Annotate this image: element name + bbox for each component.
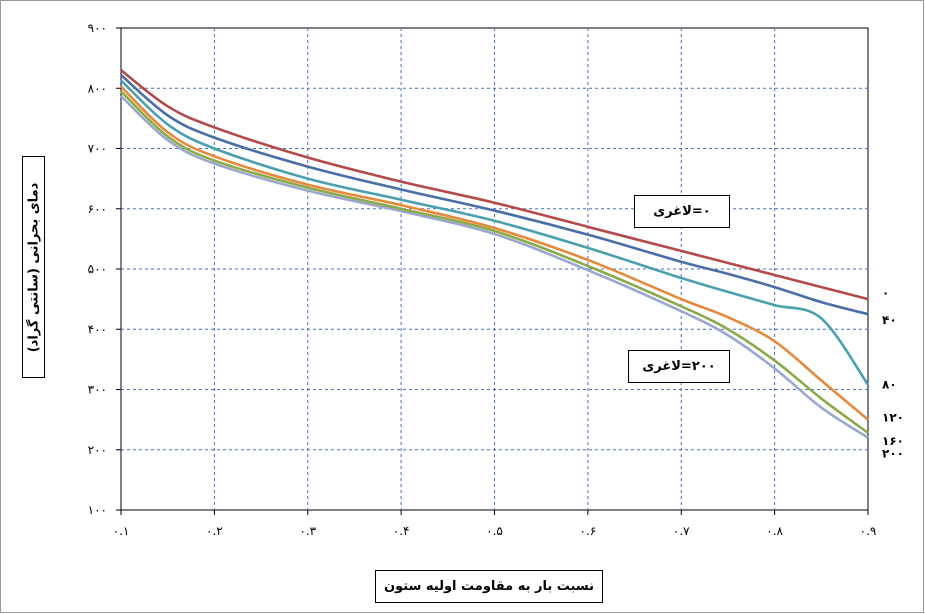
series-end-label: ۱۲۰ bbox=[882, 411, 904, 425]
y-tick-label: ۳۰۰ bbox=[88, 383, 107, 397]
y-tick-label: ۴۰۰ bbox=[88, 322, 107, 336]
series-line bbox=[120, 90, 869, 434]
series-line bbox=[120, 69, 869, 301]
x-tick-label: ۰.۴ bbox=[393, 524, 410, 538]
x-tick-label: ۰.۵ bbox=[486, 524, 503, 538]
x-tick-label: ۰.۸ bbox=[766, 524, 783, 538]
x-axis-title-text: نسبت بار به مقاومت اولیه ستون bbox=[384, 579, 594, 594]
x-tick-label: ۰.۶ bbox=[580, 524, 597, 538]
gridlines bbox=[116, 27, 869, 515]
series-end-label: ۴۰ bbox=[882, 313, 897, 327]
y-tick-label: ۸۰۰ bbox=[88, 81, 107, 95]
y-tick-label: ۵۰۰ bbox=[88, 262, 107, 276]
y-tick-label: ۹۰۰ bbox=[88, 21, 107, 35]
series-end-label: ۰ bbox=[882, 286, 889, 300]
series-end-label: ۸۰ bbox=[882, 378, 897, 392]
y-axis-title-text: دمای بحرانی (سانتی گراد) bbox=[26, 182, 41, 352]
x-tick-label: ۰.۷ bbox=[673, 524, 690, 538]
annotation-text: ۲۰۰=لاغری bbox=[642, 359, 716, 374]
series-line bbox=[120, 95, 869, 439]
y-tick-label: ۲۰۰ bbox=[88, 443, 107, 457]
x-tick-labels: ۰.۱ ۰.۲ ۰.۳ ۰.۴ ۰.۵ ۰.۶ ۰.۷ ۰.۸ ۰.۹ bbox=[113, 524, 877, 538]
x-tick-label: ۰.۳ bbox=[299, 524, 316, 538]
series-line bbox=[120, 74, 869, 316]
x-tick-label: ۰.۹ bbox=[860, 524, 877, 538]
x-tick-label: ۰.۱ bbox=[113, 524, 130, 538]
x-axis-title: نسبت بار به مقاومت اولیه ستون bbox=[375, 570, 603, 603]
y-tick-label: ۶۰۰ bbox=[88, 202, 107, 216]
x-tick-label: ۰.۲ bbox=[206, 524, 223, 538]
series-end-label: ۲۰۰ bbox=[882, 447, 904, 461]
y-tick-labels: ۱۰۰ ۲۰۰ ۳۰۰ ۴۰۰ ۵۰۰ ۶۰۰ ۷۰۰ ۸۰۰ ۹۰۰ bbox=[88, 21, 107, 517]
y-tick-label: ۷۰۰ bbox=[88, 142, 107, 156]
y-axis-title: دمای بحرانی (سانتی گراد) bbox=[22, 156, 45, 378]
series-lines bbox=[120, 69, 870, 439]
annotation-slenderness-200: ۲۰۰=لاغری bbox=[628, 350, 730, 383]
annotation-text: ۰=لاغری bbox=[653, 204, 711, 219]
annotation-slenderness-0: ۰=لاغری bbox=[634, 195, 730, 228]
series-end-label: ۱۶۰ bbox=[882, 434, 904, 448]
series-line bbox=[120, 85, 869, 421]
series-line bbox=[120, 79, 870, 386]
y-tick-label: ۱۰۰ bbox=[88, 503, 107, 517]
